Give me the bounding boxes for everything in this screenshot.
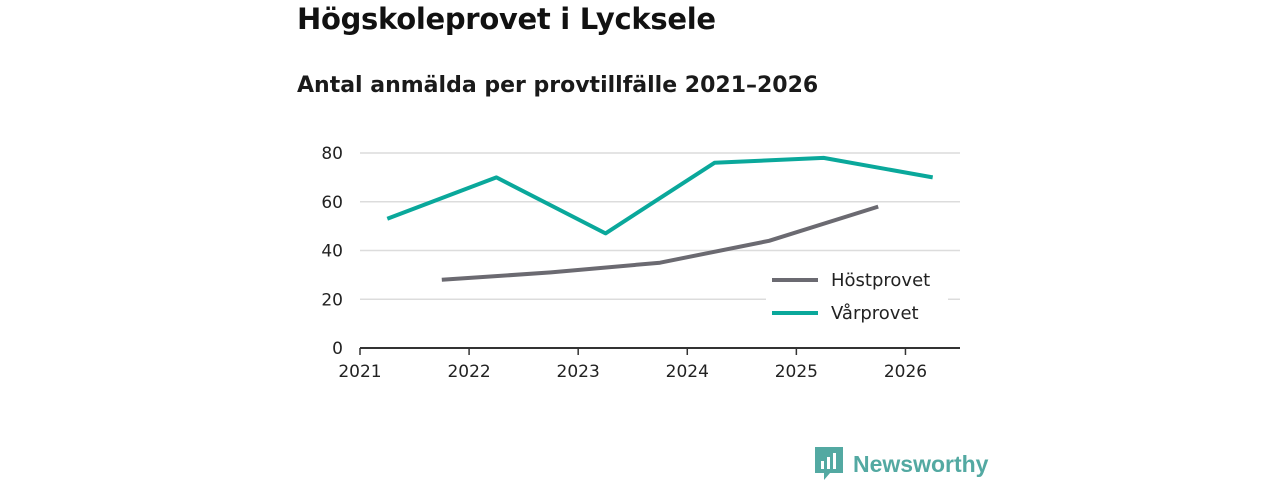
legend-label: Höstprovet [831,270,930,291]
x-tick-label: 2024 [666,362,709,382]
series-line-1 [386,155,934,236]
x-tick-label: 2023 [557,362,600,382]
y-tick-label: 80 [321,144,343,164]
y-tick-label: 60 [321,193,343,213]
x-tick-label: 2021 [338,362,381,382]
series-line-0 [441,204,879,282]
y-tick-label: 0 [332,339,343,359]
legend-label: Vårprovet [831,303,919,324]
series-layer [386,155,934,282]
legend-background [766,265,948,329]
brand-name: Newsworthy [853,450,989,477]
newsworthy-logo-icon [815,447,843,480]
chart-subtitle: Antal anmälda per provtillfälle 2021–202… [297,73,819,98]
newsworthy-brand: Newsworthy [815,447,988,481]
x-tick-label: 2026 [884,362,927,382]
x-tick-label: 2025 [775,362,818,382]
y-tick-label: 40 [321,242,343,262]
legend: Höstprovet Vårprovet [766,265,948,329]
chart-title: Högskoleprovet i Lycksele [297,2,716,36]
y-tick-label: 20 [321,290,343,310]
x-tick-label: 2022 [447,362,490,382]
axis-layer: 0 20 40 60 80 2021 2022 2023 2024 2025 2026 [321,144,960,382]
